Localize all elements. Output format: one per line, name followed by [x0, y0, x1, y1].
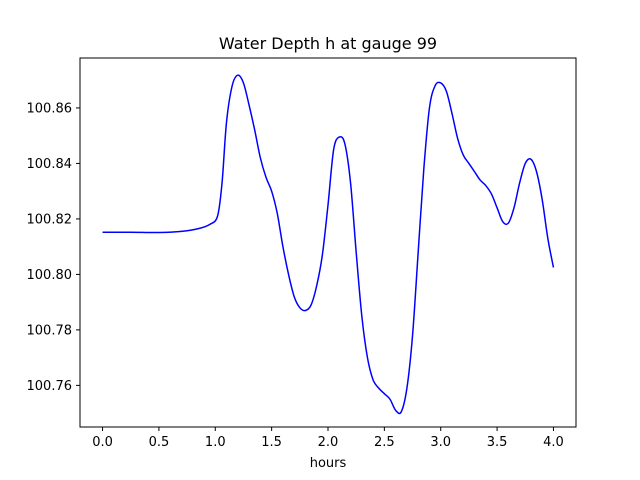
y-tick-label: 100.80 — [27, 268, 73, 283]
y-tick-label: 100.82 — [27, 212, 73, 227]
x-tick-label: 0.0 — [92, 435, 113, 450]
y-axis-ticks: 100.76 100.78 100.80 100.82 100.84 100.86 — [27, 101, 80, 394]
chart-title: Water Depth h at gauge 99 — [219, 34, 437, 53]
x-tick-label: 2.0 — [318, 435, 339, 450]
x-tick-label: 1.5 — [261, 435, 282, 450]
y-tick-label: 100.84 — [27, 157, 73, 172]
x-tick-label: 0.5 — [149, 435, 170, 450]
x-axis-label: hours — [310, 456, 347, 471]
x-tick-label: 3.0 — [430, 435, 451, 450]
y-tick-label: 100.78 — [27, 323, 73, 338]
x-tick-label: 4.0 — [543, 435, 564, 450]
x-tick-label: 3.5 — [487, 435, 508, 450]
plot-frame — [79, 57, 577, 428]
y-tick-label: 100.86 — [27, 101, 73, 116]
plot-area — [80, 58, 576, 427]
water-depth-line — [102, 74, 555, 415]
x-axis-ticks: 0.0 0.5 1.0 1.5 2.0 2.5 3.0 3.5 4.0 — [92, 427, 564, 450]
x-tick-label: 1.0 — [205, 435, 226, 450]
x-tick-label: 2.5 — [374, 435, 395, 450]
y-tick-label: 100.76 — [27, 379, 73, 394]
